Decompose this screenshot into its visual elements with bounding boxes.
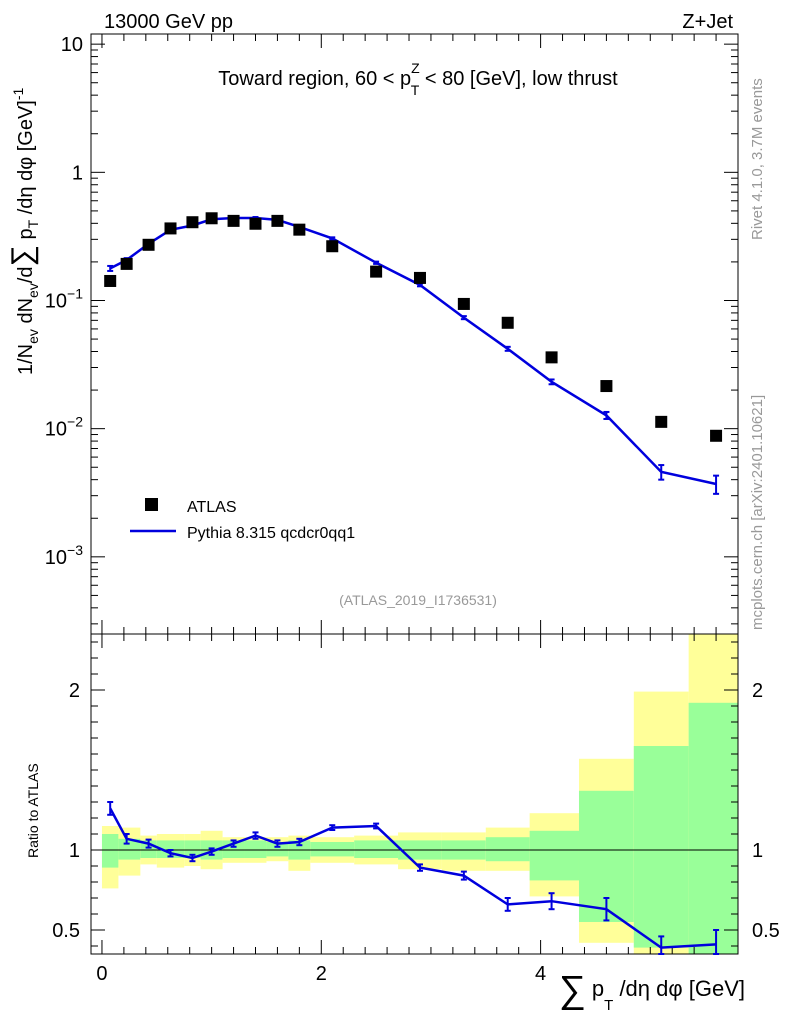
legend-pythia-label: Pythia 8.315 qcdcr0qq1 [187, 525, 355, 542]
ratio-frame [90, 633, 739, 955]
atlas-point [120, 257, 133, 270]
ratio-ytick-label: 0.5 [52, 920, 80, 942]
ratio-band-green [266, 842, 289, 857]
ratio-xtick-label: 2 [316, 963, 327, 985]
ratio-band-green [529, 830, 579, 881]
main-ylabel: 1/Nev dNev/d∑ pT /dη dφ [GeV]-1 [6, 87, 41, 375]
ratio-band-green [184, 840, 201, 858]
ratio-band-green [244, 840, 267, 858]
ratio-band-green [688, 702, 738, 954]
ratio-band-green [101, 834, 119, 868]
legend-atlas-marker [145, 498, 158, 511]
ratio-xlabel: ∑ pT /dη dφ [GeV] [559, 969, 745, 1014]
ratio-ylabel: Ratio to ATLAS [25, 763, 41, 858]
rivet-version-label: Rivet 4.1.0, 3.7M events [749, 78, 766, 240]
ratio-ytick-label-right: 2 [752, 680, 763, 702]
ratio-band-green [633, 746, 689, 948]
ratio-bands [101, 634, 738, 954]
atlas-point [205, 212, 218, 225]
ratio-ytick-label: 2 [69, 680, 80, 702]
main-ytick-label: 10−2 [45, 414, 83, 441]
ratio-axes: 0.5 0.5 1 1 2 2 0 2 4 [52, 633, 780, 985]
main-title: Toward region, 60 < pZ T < 80 [GeV], low … [218, 60, 618, 98]
header-right: Z+Jet [682, 11, 733, 33]
atlas-point [186, 216, 199, 229]
analysis-watermark: (ATLAS_2019_I1736531) [339, 592, 497, 608]
atlas-point [370, 265, 383, 278]
pythia-line [109, 216, 717, 486]
ratio-panel: 0.5 0.5 1 1 2 2 0 2 4 Ratio to ATLAS ∑ pT /dη dφ… [25, 633, 780, 1014]
atlas-point [142, 238, 155, 251]
atlas-point [164, 222, 177, 235]
header-left: 13000 GeV pp [104, 11, 233, 33]
atlas-point [545, 351, 558, 364]
legend-atlas-label: ATLAS [187, 499, 237, 516]
atlas-point [104, 274, 117, 287]
ratio-ytick-label-right: 1 [752, 840, 763, 862]
main-ytick-label: 10−1 [45, 285, 83, 312]
ratio-band-green [354, 840, 399, 858]
atlas-point [655, 415, 668, 428]
atlas-point [457, 297, 470, 310]
main-data [104, 212, 723, 495]
main-panel: Toward region, 60 < pZ T < 80 [GeV], low … [6, 33, 739, 635]
mcplots-source-label: mcplots.cern.ch [arXiv:2401.10621] [749, 395, 766, 630]
ratio-xtick-label: 4 [535, 963, 546, 985]
ratio-ytick-label-right: 0.5 [752, 920, 780, 942]
atlas-point [293, 223, 306, 236]
ratio-xtick-label: 0 [96, 963, 107, 985]
atlas-point [710, 429, 723, 442]
legend: ATLAS Pythia 8.315 qcdcr0qq1 [130, 498, 355, 542]
ratio-band-green [310, 842, 355, 857]
main-axes: 10 1 10−1 10−2 10−3 [45, 33, 739, 635]
atlas-point [326, 240, 339, 253]
atlas-point [227, 214, 240, 227]
main-ytick-label: 10−3 [45, 542, 83, 569]
main-ytick-label: 10 [61, 34, 83, 56]
main-frame [90, 33, 739, 635]
ratio-ytick-label: 1 [69, 840, 80, 862]
atlas-point [413, 271, 426, 284]
atlas-point [249, 217, 262, 230]
atlas-point [271, 214, 284, 227]
main-ytick-label: 1 [72, 162, 83, 184]
ratio-data [107, 801, 720, 955]
atlas-point [600, 380, 613, 393]
atlas-point [501, 316, 514, 329]
ratio-band-green [485, 837, 530, 862]
